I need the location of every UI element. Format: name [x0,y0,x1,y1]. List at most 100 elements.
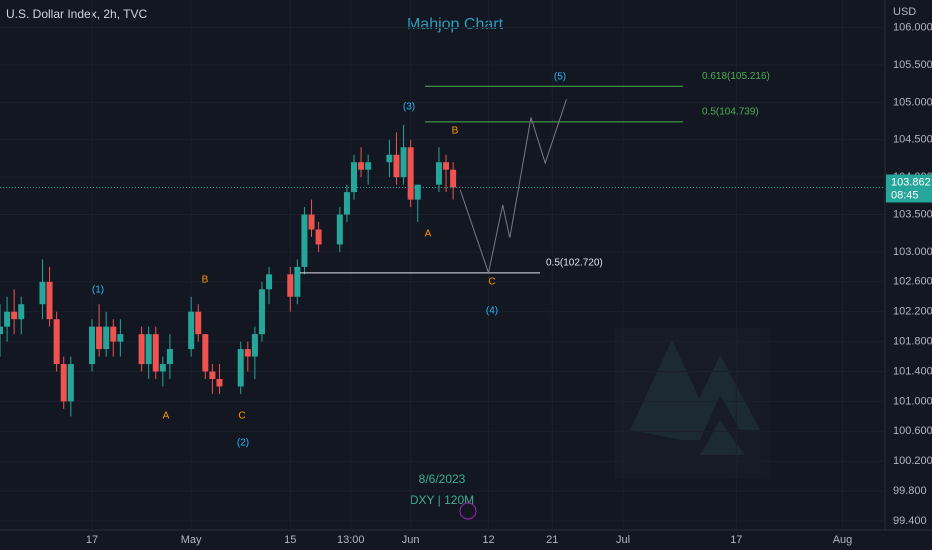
candle-body [450,169,457,188]
candle-body [308,214,315,230]
candle-body [103,326,110,350]
candle-body [53,319,60,365]
candle-body [4,311,11,327]
wave-label: (3) [403,102,415,113]
y-tick-label: 100.200 [893,455,932,467]
y-tick-label: 106.000 [893,22,932,34]
candle-body [343,192,350,215]
candle-body [414,184,421,200]
candle-body [145,334,152,365]
candle-body [209,371,216,379]
x-tick-label: Jun [402,534,420,546]
y-tick-label: 99.800 [893,485,927,497]
x-tick-label: 15 [284,534,296,546]
candle-body [216,378,223,387]
candle-body [407,147,414,200]
candle-body [365,162,372,170]
candle-body [266,274,273,290]
countdown-label: 08:45 [891,189,919,201]
candle-body [96,326,103,350]
y-tick-label: 105.500 [893,59,932,71]
y-tick-label: 101.000 [893,395,932,407]
fib-label: 0.5(102.720) [546,257,603,268]
wave-label: (1) [92,285,104,296]
x-tick-label: Aug [833,534,853,546]
candle-body [18,304,25,320]
candle-body [202,334,209,372]
candle-body [195,311,202,335]
y-tick-label: 101.400 [893,365,932,377]
candle-body [294,266,301,297]
candle-body [152,334,159,372]
x-tick-label: 17 [730,534,742,546]
candle-body [315,229,322,245]
candle-body [117,334,124,342]
fib-label: 0.618(105.216) [702,71,770,82]
y-tick-label: 101.800 [893,336,932,348]
event-icon[interactable] [459,502,477,520]
y-tick-label: 100.600 [893,425,932,437]
y-tick-label: 102.200 [893,306,932,318]
candle-body [11,311,18,320]
candle-body [251,334,258,357]
candle-body [39,281,46,305]
x-tick-label: 12 [482,534,494,546]
correction-label: C [238,411,245,422]
last-price-label: 103.862 [891,176,931,188]
y-tick-label: 104.500 [893,134,932,146]
candle-body [159,364,166,372]
candle-body [46,281,53,320]
wave-label: (4) [486,306,498,317]
candle-body [0,326,3,335]
fib-label: 0.5(104.739) [702,107,759,118]
candle-body [258,289,265,335]
candle-body [138,334,145,365]
logo-watermark [615,328,770,478]
candle-body [443,162,450,170]
correction-label: A [163,411,170,422]
correction-label: C [488,277,495,288]
candle-body [435,162,442,185]
candle-body [393,154,400,178]
projection-path [459,99,567,275]
candle-body [67,364,74,402]
candle-body [287,274,294,297]
wave-label: (5) [554,72,566,83]
candle-body [188,311,195,350]
watermark-date: 8/6/2023 [419,472,466,486]
correction-label: B [202,275,209,286]
axis-unit: USD [893,6,916,18]
candle-body [60,364,67,402]
candle-body [166,349,173,365]
last-price-tag [886,174,932,203]
candle-body [386,154,393,163]
wave-label: (2) [237,438,249,449]
candle-body [89,326,96,365]
candle-body [336,214,343,245]
chart-title: Mahjop Chart [407,16,504,33]
candle-body [351,162,357,193]
x-tick-label: Jul [616,534,630,546]
y-tick-label: 103.000 [893,246,932,258]
chart-header: U.S. Dollar Index, 2h, TVC [6,7,148,21]
x-tick-label: 17 [86,534,98,546]
candle-body [358,162,365,170]
x-tick-label: May [181,534,202,546]
candle-body [301,214,308,267]
y-tick-label: 102.600 [893,276,932,288]
y-tick-label: 105.000 [893,96,932,108]
candle-body [237,349,244,387]
correction-label: B [452,126,459,137]
x-tick-label: 13:00 [337,534,365,546]
watermark-symbol: DXY | 120M [410,493,474,507]
y-tick-label: 103.500 [893,208,932,220]
candle-body [400,147,407,178]
x-tick-label: 21 [546,534,558,546]
y-tick-label: 99.400 [893,515,927,527]
candle-body [110,326,117,342]
candle-body [244,349,251,357]
correction-label: A [425,229,432,240]
